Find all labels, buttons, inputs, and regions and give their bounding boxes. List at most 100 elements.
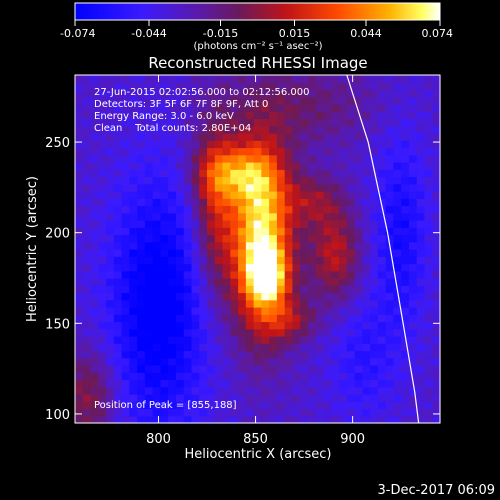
- heatmap-cell: [276, 176, 286, 185]
- heatmap-cell: [175, 321, 185, 330]
- heatmap-cell: [238, 241, 247, 250]
- heatmap-cell: [106, 372, 115, 381]
- heatmap-cell: [82, 372, 92, 381]
- heatmap-cell: [121, 350, 130, 359]
- heatmap-cell: [269, 401, 278, 410]
- heatmap-cell: [191, 183, 200, 192]
- heatmap-cell: [292, 234, 301, 243]
- heatmap-cell: [253, 154, 262, 163]
- heatmap-cell: [354, 75, 363, 83]
- heatmap-cell: [121, 227, 130, 236]
- heatmap-cell: [432, 365, 441, 373]
- heatmap-cell: [245, 198, 255, 207]
- heatmap-cell: [129, 249, 138, 257]
- heatmap-cell: [82, 212, 92, 221]
- heatmap-cell: [269, 183, 278, 192]
- heatmap-cell: [315, 408, 325, 417]
- heatmap-cell: [152, 220, 162, 228]
- heatmap-cell: [408, 227, 418, 236]
- heatmap-cell: [339, 89, 348, 98]
- heatmap-cell: [230, 256, 239, 265]
- heatmap-cell: [245, 285, 255, 294]
- heatmap-cell: [315, 270, 325, 279]
- heatmap-cell: [269, 234, 278, 243]
- heatmap-cell: [323, 372, 332, 381]
- heatmap-cell: [222, 89, 231, 98]
- heatmap-cell: [160, 350, 169, 359]
- heatmap-cell: [370, 220, 379, 228]
- heatmap-cell: [144, 147, 154, 156]
- heatmap-cell: [269, 104, 278, 112]
- heatmap-cell: [331, 118, 340, 127]
- heatmap-cell: [292, 183, 301, 192]
- heatmap-cell: [137, 415, 146, 424]
- heatmap-cell: [207, 205, 216, 214]
- heatmap-cell: [245, 336, 255, 344]
- heatmap-cell: [307, 328, 317, 337]
- heatmap-cell: [292, 241, 301, 250]
- heatmap-cell: [121, 104, 130, 112]
- heatmap-cell: [315, 183, 325, 192]
- heatmap-cell: [230, 415, 239, 424]
- heatmap-cell: [323, 278, 332, 286]
- heatmap-cell: [144, 118, 154, 127]
- heatmap-cell: [82, 314, 92, 323]
- heatmap-cell: [98, 321, 107, 330]
- heatmap-cell: [261, 125, 270, 134]
- heatmap-cell: [362, 227, 371, 236]
- heatmap-cell: [432, 82, 441, 91]
- heatmap-cell: [214, 307, 224, 315]
- heatmap-cell: [137, 227, 146, 236]
- heatmap-cell: [183, 314, 193, 323]
- heatmap-cell: [230, 227, 239, 236]
- heatmap-cell: [199, 104, 208, 112]
- heatmap-cell: [385, 328, 395, 337]
- heatmap-cell: [416, 154, 426, 163]
- heatmap-cell: [98, 205, 107, 214]
- heatmap-cell: [238, 343, 247, 352]
- heatmap-cell: [144, 183, 154, 192]
- heatmap-cell: [339, 314, 348, 323]
- heatmap-cell: [82, 321, 92, 330]
- heatmap-cell: [331, 104, 340, 112]
- heatmap-cell: [331, 169, 340, 178]
- heatmap-cell: [269, 394, 278, 402]
- heatmap-cell: [408, 133, 418, 141]
- heatmap-cell: [75, 118, 84, 127]
- heatmap-cell: [222, 198, 231, 207]
- heatmap-cell: [416, 89, 426, 98]
- heatmap-cell: [129, 169, 138, 178]
- heatmap-cell: [144, 140, 154, 149]
- heatmap-cell: [292, 220, 301, 228]
- heatmap-cell: [207, 111, 216, 120]
- heatmap-cell: [300, 154, 309, 163]
- heatmap-cell: [106, 220, 115, 228]
- heatmap-cell: [245, 82, 255, 91]
- heatmap-cell: [191, 111, 200, 120]
- annotation-time-range: 27-Jun-2015 02:02:56.000 to 02:12:56.000: [94, 87, 310, 98]
- heatmap-cell: [75, 263, 84, 272]
- heatmap-cell: [152, 270, 162, 279]
- heatmap-cell: [261, 415, 270, 424]
- heatmap-cell: [98, 125, 107, 134]
- heatmap-cell: [269, 154, 278, 163]
- heatmap-cell: [362, 263, 371, 272]
- heatmap-cell: [385, 220, 395, 228]
- heatmap-cell: [300, 401, 309, 410]
- heatmap-cell: [354, 307, 363, 315]
- heatmap-cell: [183, 162, 193, 170]
- heatmap-cell: [261, 336, 270, 344]
- heatmap-cell: [144, 408, 154, 417]
- heatmap-cell: [230, 89, 239, 98]
- heatmap-cell: [214, 415, 224, 424]
- heatmap-cell: [393, 408, 402, 417]
- heatmap-cell: [300, 394, 309, 402]
- heatmap-cell: [222, 292, 231, 301]
- heatmap-cell: [230, 104, 239, 112]
- heatmap-cell: [168, 96, 177, 105]
- heatmap-cell: [432, 220, 441, 228]
- heatmap-cell: [276, 111, 286, 120]
- heatmap-cell: [230, 263, 239, 272]
- heatmap-cell: [276, 357, 286, 366]
- heatmap-cell: [106, 365, 115, 373]
